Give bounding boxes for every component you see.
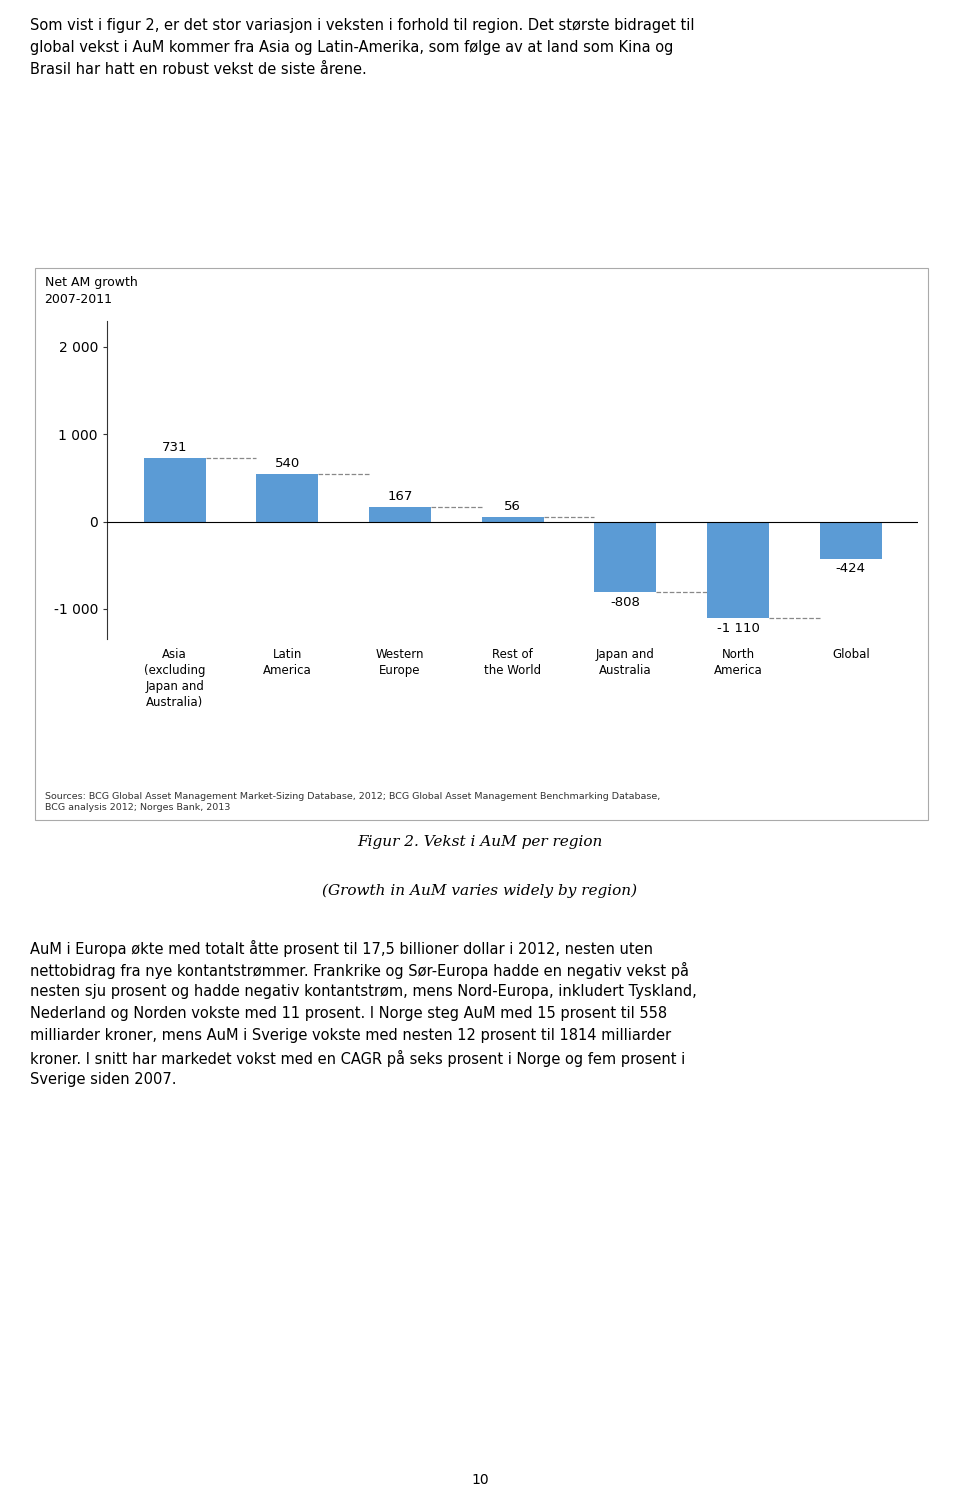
Bar (482, 516, 543, 522)
Bar (594, 522, 657, 591)
Text: Sources: BCG Global Asset Management Market-Sizing Database, 2012; BCG Global As: Sources: BCG Global Asset Management Mar… (44, 792, 660, 813)
Text: 56: 56 (504, 500, 521, 513)
Bar (820, 522, 882, 558)
Text: Sverige siden 2007.: Sverige siden 2007. (30, 1072, 177, 1087)
Text: milliarder kroner, mens AuM i Sverige vokste med nesten 12 prosent til 1814 mill: milliarder kroner, mens AuM i Sverige vo… (30, 1028, 671, 1043)
Text: 731: 731 (162, 441, 187, 453)
Text: Figur 2. Vekst i AuM per region: Figur 2. Vekst i AuM per region (357, 835, 603, 849)
Text: nesten sju prosent og hadde negativ kontantstrøm, mens Nord-Europa, inkludert Ty: nesten sju prosent og hadde negativ kont… (30, 984, 697, 999)
Text: Nederland og Norden vokste med 11 prosent. I Norge steg AuM med 15 prosent til 5: Nederland og Norden vokste med 11 prosen… (30, 1005, 667, 1020)
Text: AuM i Europa økte med totalt åtte prosent til 17,5 billioner dollar i 2012, nest: AuM i Europa økte med totalt åtte prosen… (30, 941, 653, 957)
Bar (256, 474, 319, 522)
Text: -808: -808 (611, 596, 640, 610)
Text: Som vist i figur 2, er det stor variasjon i veksten i forhold til region. Det st: Som vist i figur 2, er det stor variasjo… (30, 18, 694, 33)
Bar (708, 522, 769, 619)
Text: -1 110: -1 110 (717, 623, 759, 635)
Text: 10: 10 (471, 1473, 489, 1487)
Text: nettobidrag fra nye kontantstrømmer. Frankrike og Sør-Europa hadde en negativ ve: nettobidrag fra nye kontantstrømmer. Fra… (30, 962, 689, 980)
Text: -424: -424 (836, 563, 866, 575)
Bar (144, 458, 205, 522)
Text: 167: 167 (387, 491, 413, 503)
Text: kroner. I snitt har markedet vokst med en CAGR på seks prosent i Norge og fem pr: kroner. I snitt har markedet vokst med e… (30, 1050, 685, 1067)
Text: global vekst i AuM kommer fra Asia og Latin-Amerika, som følge av at land som Ki: global vekst i AuM kommer fra Asia og La… (30, 41, 673, 56)
Bar (369, 507, 431, 522)
Text: Brasil har hatt en robust vekst de siste årene.: Brasil har hatt en robust vekst de siste… (30, 62, 367, 77)
Text: Net AM growth
2007-2011: Net AM growth 2007-2011 (44, 275, 137, 306)
Text: 540: 540 (275, 458, 300, 471)
Text: (Growth in AuM varies widely by region): (Growth in AuM varies widely by region) (323, 883, 637, 897)
